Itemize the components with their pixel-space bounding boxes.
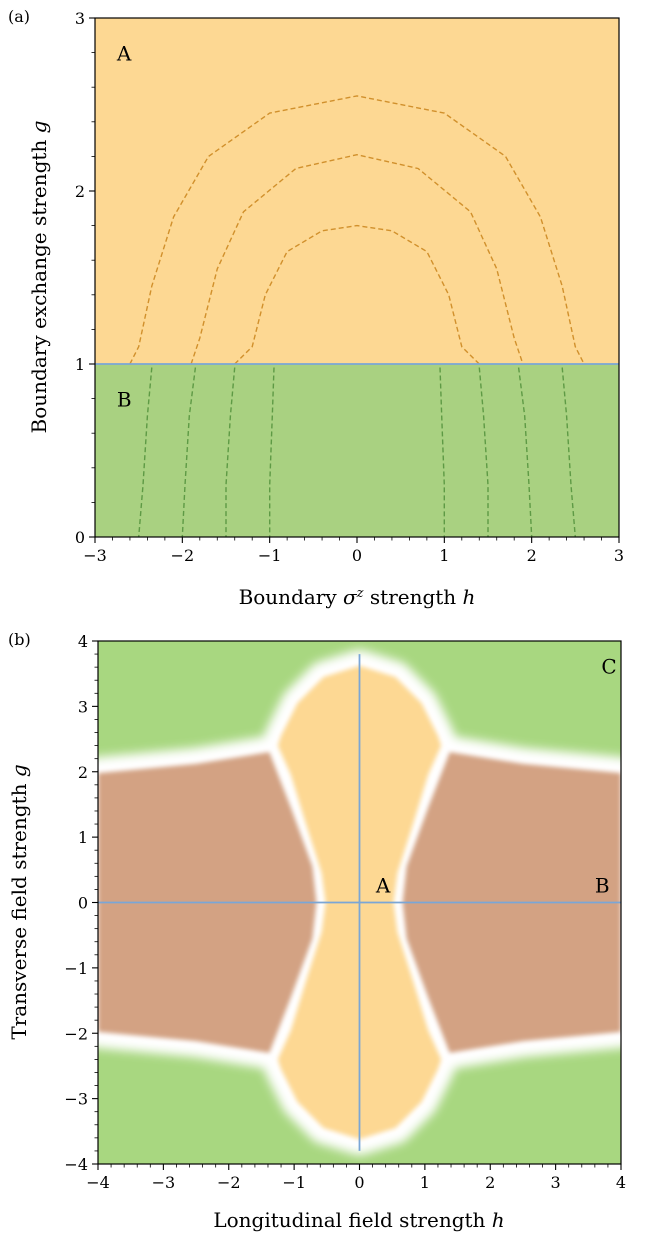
y-tick-label: 0 [78, 894, 88, 913]
x-tick-label: −2 [217, 1173, 241, 1192]
x-tick-label: 3 [614, 546, 624, 565]
panel-b-y-ticks: −4 −3 −2 −1 0 1 2 3 4 [64, 632, 98, 1174]
contour-lower [561, 367, 576, 537]
x-tick-label: −2 [171, 546, 195, 565]
contour-lower [269, 367, 275, 537]
x-tick-label: 2 [527, 546, 537, 565]
panel-a-x-ticks: −3 −2 −1 0 1 2 3 [83, 537, 624, 565]
panel-b-cut-lines [98, 654, 621, 1151]
contour-upper [234, 224, 480, 365]
panel-a-plot-area [95, 18, 619, 537]
contour-lower [138, 367, 153, 537]
panel-a-y-ticks: 0 1 2 3 [75, 9, 95, 547]
contour-lower [478, 367, 489, 537]
contour-upper [190, 154, 524, 365]
y-tick-label: 3 [75, 9, 85, 28]
panel-b-plot-area [98, 641, 621, 1164]
y-tick-label: 4 [78, 632, 88, 651]
x-tick-label: 1 [420, 1173, 430, 1192]
y-tick-label: −4 [64, 1155, 88, 1174]
contour-lower [225, 367, 236, 537]
x-tick-label: 0 [352, 546, 362, 565]
y-tick-label: 1 [78, 828, 88, 847]
y-tick-label: −2 [64, 1024, 88, 1043]
y-tick-label: 2 [75, 182, 85, 201]
region-b-fill [95, 364, 619, 537]
annotation-a: A [375, 874, 391, 898]
contour-upper [129, 95, 585, 365]
contour-lower [439, 367, 445, 537]
panel-a-contours [129, 95, 585, 537]
x-tick-label: −3 [83, 546, 107, 565]
x-tick-label: 3 [551, 1173, 561, 1192]
region-a-label: A [116, 42, 132, 66]
y-tick-label: 1 [75, 355, 85, 374]
x-tick-label: 4 [616, 1173, 626, 1192]
panel-b-annotations: A B C [375, 655, 617, 898]
contour-lower [181, 367, 197, 537]
x-tick-label: 0 [354, 1173, 364, 1192]
panel-b-x-axis-label: Longitudinal field strength h [213, 1208, 504, 1232]
region-a-fill [95, 18, 619, 364]
panel-b-x-ticks: −4 −3 −2 −1 0 1 2 3 4 [86, 1164, 626, 1192]
panel-a-y-axis-label: Boundary exchange strength g [27, 121, 51, 434]
annotation-b: B [595, 874, 610, 898]
panel-b: (b) A B C −4 −3 −2 −1 0 1 2 3 4 −4 −3 −2 −1 0 1 2 3 4 Long… [7, 630, 626, 1232]
y-tick-label: 0 [75, 528, 85, 547]
contour-lower [517, 367, 533, 537]
x-tick-label: −1 [282, 1173, 306, 1192]
panel-b-y-axis-label: Transverse field strength g [7, 764, 31, 1039]
y-tick-label: 3 [78, 697, 88, 716]
panel-b-tag: (b) [8, 630, 31, 649]
x-tick-label: 2 [485, 1173, 495, 1192]
y-tick-label: −1 [64, 959, 88, 978]
y-tick-label: 2 [78, 763, 88, 782]
y-tick-label: −3 [64, 1090, 88, 1109]
region-b-label: B [117, 388, 132, 412]
x-tick-label: 1 [439, 546, 449, 565]
annotation-c: C [601, 655, 616, 679]
panel-a: (a) A B −3 −2 −1 0 1 2 3 0 1 2 3 Boundary σz stre… [8, 7, 624, 609]
x-tick-label: −4 [86, 1173, 110, 1192]
x-tick-label: −3 [152, 1173, 176, 1192]
x-tick-label: −1 [258, 546, 282, 565]
panel-a-tag: (a) [8, 7, 30, 26]
panel-a-x-axis-label: Boundary σz strength h [239, 585, 476, 609]
